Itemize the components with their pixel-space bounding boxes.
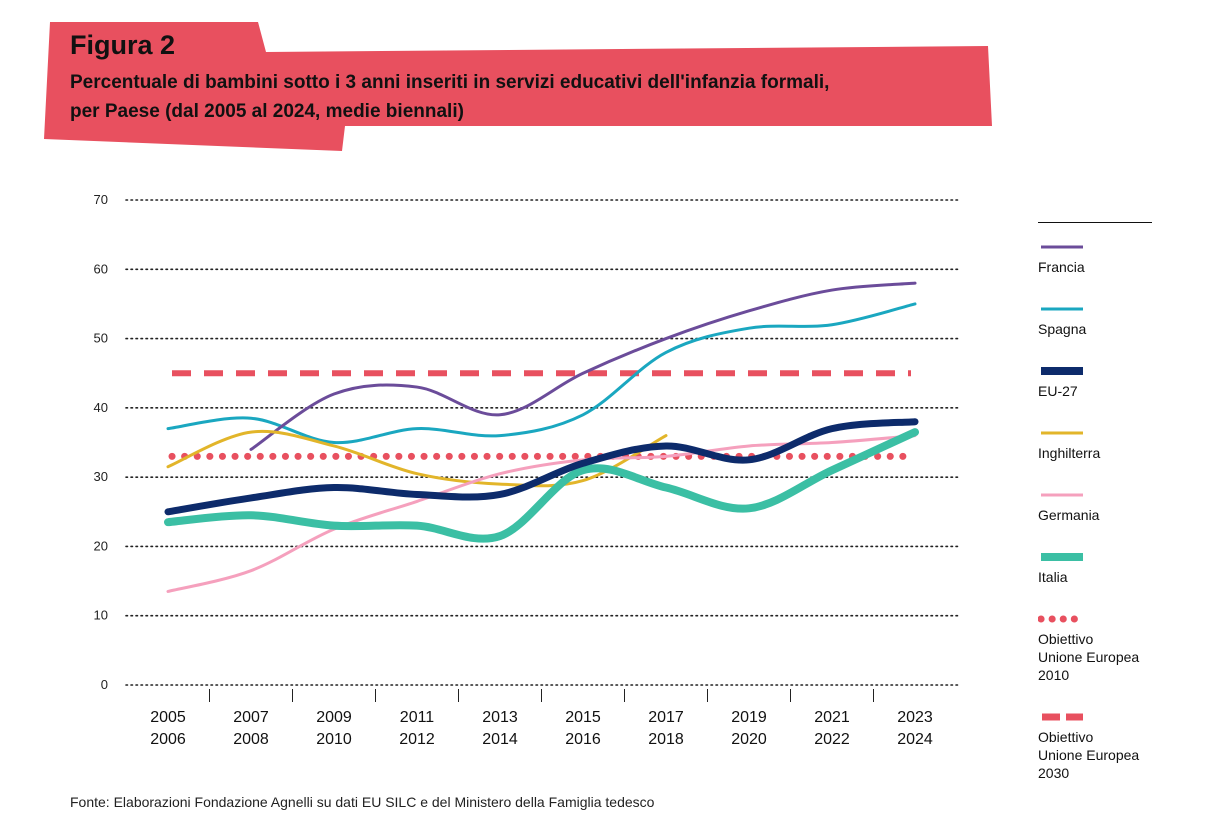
x-tick-label: 2011 <box>400 709 435 726</box>
series-line-italia <box>164 428 919 543</box>
legend-swatch <box>1041 493 1083 497</box>
x-tick-label: 2016 <box>565 731 601 748</box>
legend-label: Francia <box>1038 258 1178 276</box>
legend-swatch <box>1041 431 1083 435</box>
legend-swatch <box>1041 367 1083 375</box>
series-line-francia <box>249 281 917 451</box>
figure-subtitle-line-2: per Paese (dal 2005 al 2024, medie bienn… <box>70 101 464 122</box>
legend-label-line: Germania <box>1038 507 1100 523</box>
x-tick-label: 2007 <box>233 709 269 726</box>
y-tick-label: 70 <box>94 192 108 207</box>
x-tick-label: 2022 <box>814 731 850 748</box>
legend-label: Obiettivo Unione Europea 2010 <box>1038 630 1178 684</box>
legend-label-line: Obiettivo <box>1038 631 1094 647</box>
legend-label-line: Inghilterra <box>1038 445 1101 461</box>
legend-label-line: Unione Europea <box>1038 747 1140 763</box>
title-banner <box>44 22 992 151</box>
y-tick-label: 30 <box>94 469 108 484</box>
legend-label: EU-27 <box>1038 382 1178 400</box>
y-tick-label: 20 <box>94 538 108 553</box>
legend-label-line: Spagna <box>1038 321 1087 337</box>
series-line-eu-27 <box>164 418 919 516</box>
x-tick-label: 2015 <box>565 709 601 726</box>
legend-label: Italia <box>1038 568 1178 586</box>
x-tick-label: 2021 <box>814 709 850 726</box>
legend-swatch <box>1042 713 1083 721</box>
title-banner-shape <box>44 22 992 151</box>
y-tick-label: 60 <box>94 261 108 276</box>
legend-label-line: 2030 <box>1038 765 1070 781</box>
x-tick-label: 2006 <box>150 731 186 748</box>
x-tick-label: 2020 <box>731 731 767 748</box>
legend-item: Germania <box>1038 490 1178 524</box>
x-tick-label: 2014 <box>482 731 518 748</box>
legend-label: Obiettivo Unione Europea 2030 <box>1038 728 1178 782</box>
y-tick-label: 10 <box>94 608 108 623</box>
x-tick-label: 2008 <box>233 731 269 748</box>
x-tick-label: 2023 <box>897 709 933 726</box>
legend-label: Germania <box>1038 506 1178 524</box>
legend-label-line: Obiettivo <box>1038 729 1094 745</box>
legend-divider <box>1038 222 1152 223</box>
legend-label-line: EU-27 <box>1038 383 1078 399</box>
legend-label-line: Italia <box>1038 569 1068 585</box>
y-axis-ticks: 0 10 20 30 40 50 60 70 <box>94 192 108 692</box>
series-line-spagna <box>166 302 917 445</box>
legend-item: Obiettivo Unione Europea 2010 <box>1038 614 1178 684</box>
x-tick-label: 2019 <box>731 709 767 726</box>
legend-swatch <box>1041 307 1083 311</box>
x-tick-label: 2013 <box>482 709 518 726</box>
y-tick-label: 50 <box>94 331 108 346</box>
figure-subtitle-line-1: Percentuale di bambini sotto i 3 anni in… <box>70 72 830 93</box>
x-tick-label: 2024 <box>897 731 933 748</box>
series-lines <box>164 281 919 593</box>
legend-label: Inghilterra <box>1038 444 1178 462</box>
legend-item: Italia <box>1038 552 1178 586</box>
legend-swatch <box>1041 553 1083 561</box>
x-tick-label: 2005 <box>150 709 186 726</box>
x-tick-label: 2010 <box>316 731 352 748</box>
figure-label: Figura 2 <box>70 30 176 60</box>
x-tick-label: 2009 <box>316 709 352 726</box>
legend-item: Obiettivo Unione Europea 2030 <box>1038 712 1178 782</box>
y-tick-label: 40 <box>94 400 108 415</box>
legend-swatch <box>1041 245 1083 249</box>
legend-label-line: Unione Europea <box>1038 649 1140 665</box>
x-tick-label: 2018 <box>648 731 684 748</box>
x-axis-ticks: 2005 2006 2007 2008 2009 2010 2011 2012 2013 2014… <box>150 689 933 748</box>
legend-label-line: 2010 <box>1038 667 1070 683</box>
legend-label-line: Francia <box>1038 259 1085 275</box>
series-line-inghilterra <box>166 429 668 488</box>
legend-item: EU-27 <box>1038 366 1178 400</box>
x-tick-label: 2017 <box>648 709 684 726</box>
legend-item: Spagna <box>1038 304 1178 338</box>
y-tick-label: 0 <box>101 677 108 692</box>
legend-item: Francia <box>1038 242 1178 276</box>
x-tick-label: 2012 <box>399 731 435 748</box>
legend-label: Spagna <box>1038 320 1178 338</box>
figure-subtitle: Percentuale di bambini sotto i 3 anni in… <box>70 68 970 126</box>
legend-item: Inghilterra <box>1038 428 1178 462</box>
source-note: Fonte: Elaborazioni Fondazione Agnelli s… <box>70 794 655 810</box>
legend-swatch <box>1038 615 1086 623</box>
